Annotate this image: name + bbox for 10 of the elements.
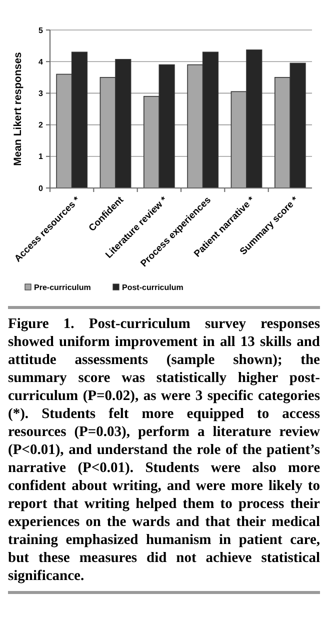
y-tick-label: 4 [38, 57, 44, 66]
y-tick-label: 5 [38, 26, 44, 35]
legend-label: Post-curriculum [122, 283, 184, 292]
y-axis-title: Mean Likert responses [12, 52, 24, 166]
y-tick-label: 3 [38, 89, 44, 98]
legend-label: Pre-curriculum [34, 283, 91, 292]
y-tick-label: 2 [38, 120, 44, 130]
text: Figure 1. Post-curriculum survey responses showed uniform improvement in all 13 skills and attitude assessments (sample shown); the summary score was statistically higher post-curriculum (P=0.02), as were 3 specific categories (*). Students felt more equipped to access resources (P=0.03), perform a literature review (P<0.01), and understand the role of the patient’s narrative (P<0.01). Students were also more confident about writing, and were more likely to report that writing helped them to process their experiences on the wards and that their medical training emphasized humanism in patient care, but these measures did not achieve statistical significance. [8, 316, 320, 584]
y-tick-label: 0 [38, 184, 44, 193]
y-tick-label: 1 [38, 152, 44, 162]
